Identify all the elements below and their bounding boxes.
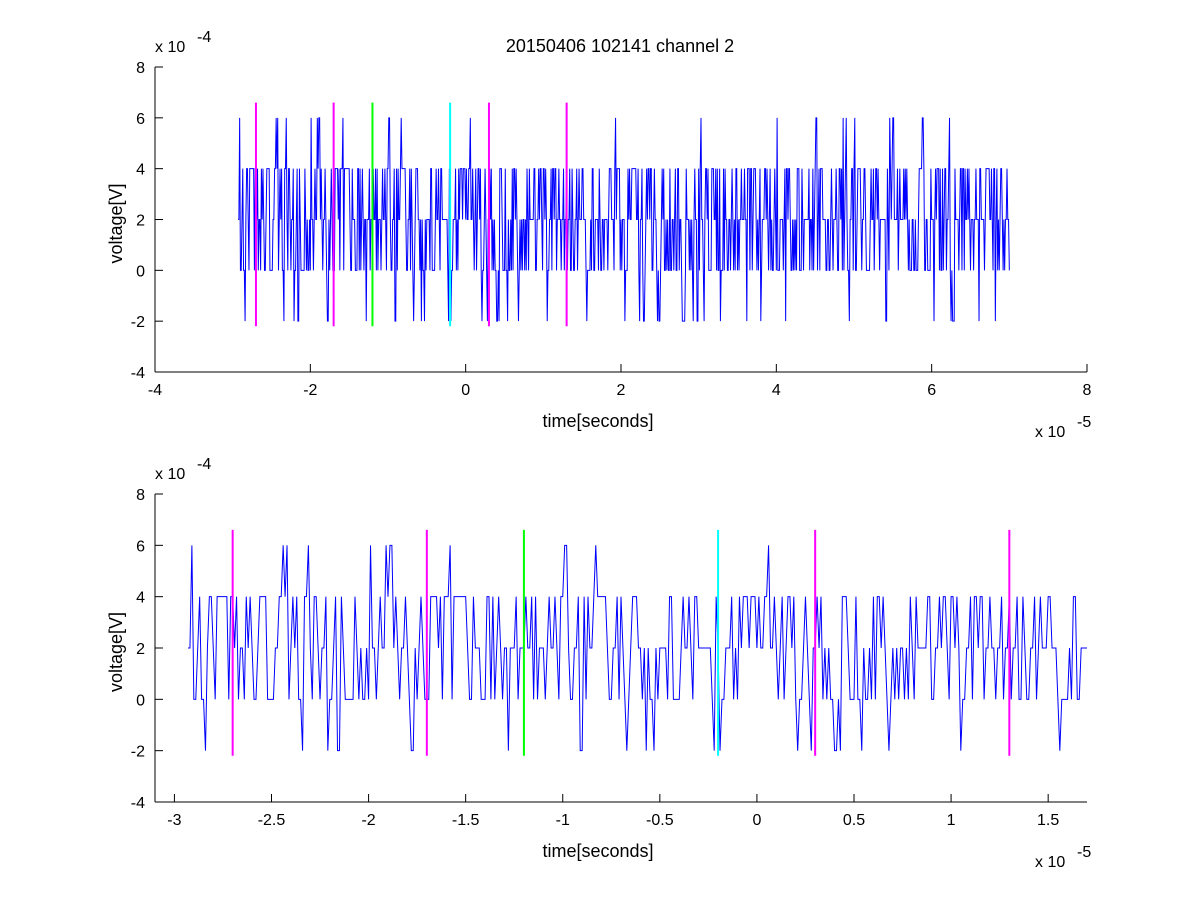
y-tick-label: 4 bbox=[136, 162, 145, 179]
plot-bottom: -3 -2.5 -2 -1.5 -1 -0.5 0 0.5 1 1.5 -4 -2 0 2 4 6 8 time[… bbox=[106, 456, 1091, 871]
signal-line bbox=[238, 117, 1010, 322]
y-tick-label: -2 bbox=[131, 744, 145, 761]
x-multiplier-label: x 10 bbox=[1035, 854, 1065, 871]
y-tick-label: 8 bbox=[136, 60, 145, 77]
y-axis-label: voltage[V] bbox=[106, 612, 126, 692]
y-tick-label: 2 bbox=[136, 213, 145, 230]
x-tick-label: 0 bbox=[461, 382, 470, 399]
y-multiplier-exponent: -4 bbox=[197, 29, 211, 46]
x-tick-label: -3 bbox=[167, 812, 181, 829]
signal-line bbox=[188, 544, 1087, 752]
y-axis-label: voltage[V] bbox=[106, 183, 126, 263]
y-tick-label: 6 bbox=[136, 538, 145, 555]
x-tick-label: 0.5 bbox=[843, 812, 865, 829]
plot-top: -4 -2 0 2 4 6 8 -4 -2 0 2 4 6 8 time[seconds] voltage[V… bbox=[106, 29, 1092, 441]
x-tick-label: -4 bbox=[148, 382, 162, 399]
y-tick-label: 4 bbox=[136, 590, 145, 607]
x-tick-label: 2 bbox=[617, 382, 626, 399]
y-multiplier-label: x 10 bbox=[155, 466, 185, 483]
x-axis-label: time[seconds] bbox=[542, 841, 653, 861]
x-multiplier-exponent: -5 bbox=[1077, 414, 1091, 431]
y-multiplier-label: x 10 bbox=[155, 39, 185, 56]
x-tick-label: 6 bbox=[927, 382, 936, 399]
x-tick-label: 8 bbox=[1083, 382, 1092, 399]
y-multiplier-exponent: -4 bbox=[197, 456, 211, 473]
x-tick-label: 1 bbox=[947, 812, 956, 829]
x-axis-label: time[seconds] bbox=[542, 411, 653, 431]
x-tick-label: 0 bbox=[752, 812, 761, 829]
y-tick-label: 8 bbox=[136, 487, 145, 504]
y-tick-label: 0 bbox=[136, 692, 145, 709]
y-tick-label: -4 bbox=[131, 795, 145, 812]
x-tick-label: -2.5 bbox=[258, 812, 286, 829]
x-tick-label: 1.5 bbox=[1037, 812, 1059, 829]
x-tick-label: -1.5 bbox=[452, 812, 480, 829]
x-multiplier-exponent: -5 bbox=[1077, 844, 1091, 861]
y-tick-label: 0 bbox=[136, 263, 145, 280]
chart-title: 20150406 102141 channel 2 bbox=[506, 36, 734, 56]
y-tick-label: 6 bbox=[136, 111, 145, 128]
x-tick-label: -0.5 bbox=[646, 812, 674, 829]
y-tick-label: -4 bbox=[131, 365, 145, 382]
y-tick-label: 2 bbox=[136, 641, 145, 658]
y-tick-label: -2 bbox=[131, 314, 145, 331]
x-tick-label: 4 bbox=[772, 382, 781, 399]
x-tick-label: -2 bbox=[303, 382, 317, 399]
x-multiplier-label: x 10 bbox=[1035, 424, 1065, 441]
x-tick-label: -2 bbox=[361, 812, 375, 829]
x-tick-label: -1 bbox=[556, 812, 570, 829]
